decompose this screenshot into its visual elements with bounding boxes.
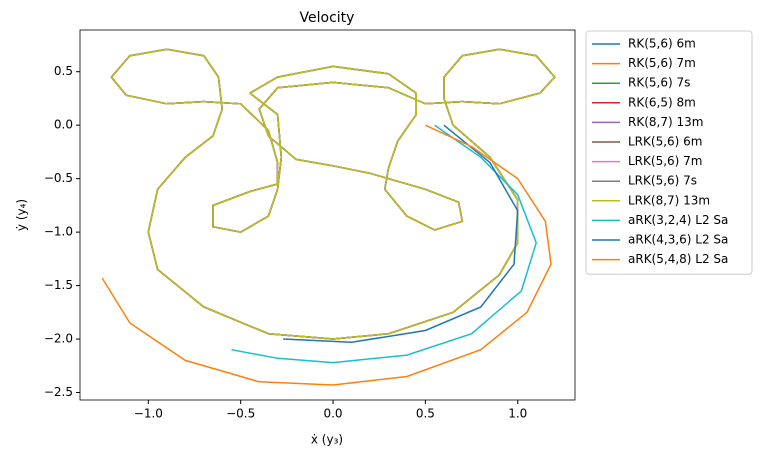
chart-title: Velocity xyxy=(300,10,355,26)
x-tick-label: 0.0 xyxy=(323,407,342,421)
y-axis-label: ẏ (y₄) xyxy=(15,199,29,231)
y-tick-label: −2.5 xyxy=(44,385,73,399)
series-line xyxy=(110,48,556,340)
legend-label: RK(5,6) 6m xyxy=(628,37,696,51)
series-line xyxy=(110,48,556,340)
legend-label: LRK(5,6) 7s xyxy=(628,174,697,188)
legend-label: aRK(3,2,4) L2 Sa xyxy=(628,213,728,227)
x-tick-label: 0.5 xyxy=(416,407,435,421)
series-line xyxy=(110,48,556,340)
legend-label: RK(6,5) 8m xyxy=(628,95,696,109)
plot-frame xyxy=(79,29,576,401)
y-tick-label: −1.5 xyxy=(44,278,73,292)
y-tick-label: 0.5 xyxy=(54,64,73,78)
x-tick-label: −1.0 xyxy=(134,407,163,421)
legend-label: RK(5,6) 7m xyxy=(628,56,696,70)
y-tick-label: −0.5 xyxy=(44,171,73,185)
legend-label: aRK(5,4,8) L2 Sa xyxy=(628,252,728,266)
legend-label: RK(5,6) 7s xyxy=(628,76,690,90)
series-line xyxy=(110,48,556,340)
series-line xyxy=(110,48,556,340)
series-line xyxy=(110,48,556,340)
series-line xyxy=(231,124,537,364)
y-tick-label: 0.0 xyxy=(54,118,73,132)
legend-label: RK(8,7) 13m xyxy=(628,115,703,129)
series-line xyxy=(110,48,556,340)
legend-label: LRK(5,6) 7m xyxy=(628,154,702,168)
series-line xyxy=(110,48,556,340)
legend-label: LRK(5,6) 6m xyxy=(628,135,702,149)
legend-box xyxy=(585,30,753,275)
legend-label: aRK(4,3,6) L2 Sa xyxy=(628,233,728,247)
series-line xyxy=(101,124,552,386)
y-tick-label: −2.0 xyxy=(44,332,73,346)
y-tick-label: −1.0 xyxy=(44,225,73,239)
x-tick-label: −0.5 xyxy=(226,407,255,421)
series-line xyxy=(283,124,519,344)
x-tick-label: 1.0 xyxy=(508,407,527,421)
x-axis-label: ẋ (y₃) xyxy=(311,433,343,447)
series-line xyxy=(110,48,556,340)
legend-label: LRK(8,7) 13m xyxy=(628,193,710,207)
